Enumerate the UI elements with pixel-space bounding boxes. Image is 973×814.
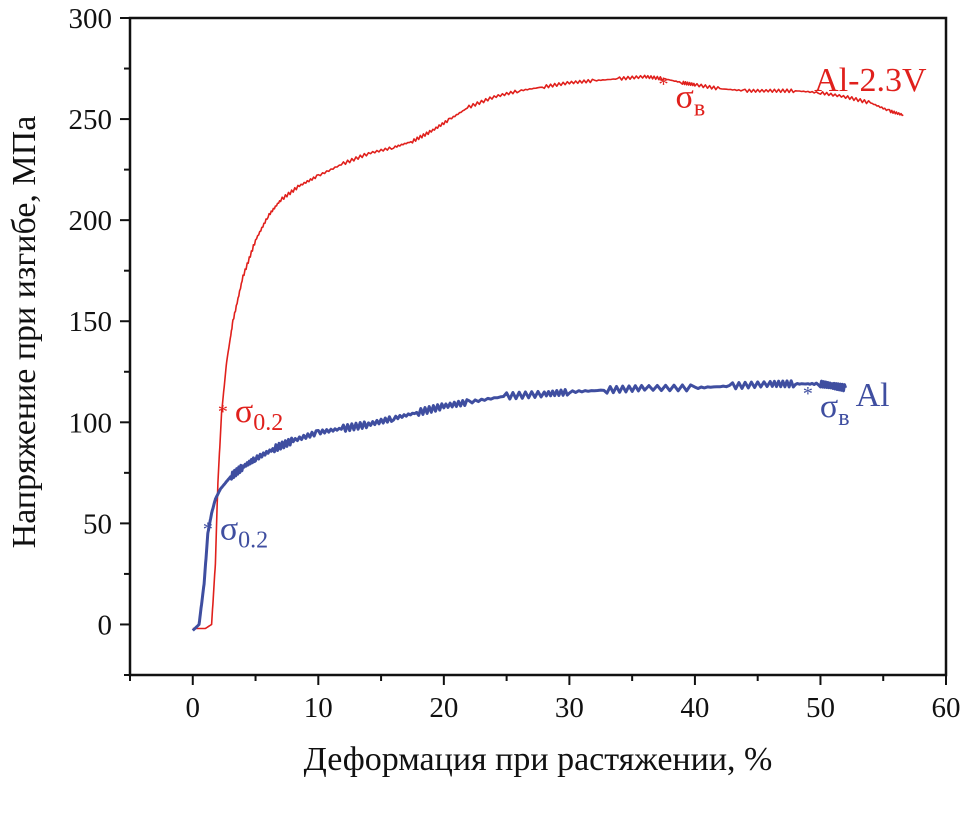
sigma-symbol: σ: [820, 388, 838, 425]
x-axis-title: Деформация при растяжении, %: [304, 741, 773, 778]
series-label: Al: [856, 377, 890, 414]
annotation-sigma-b: σв: [820, 388, 850, 431]
x-tick-label: 20: [429, 692, 458, 724]
point-marker: *: [203, 518, 213, 540]
sigma-symbol: σ: [235, 393, 253, 430]
axes: 0 10 20 30 40 50 60 0 50 100 150 200 250 300: [69, 3, 961, 724]
sigma-subscript: в: [694, 96, 705, 122]
y-tick-label: 200: [69, 205, 113, 237]
plot-frame: [128, 16, 948, 677]
x-tick-label: 50: [806, 692, 835, 724]
annotation-sigma-02: σ0.2: [235, 393, 283, 436]
series-label: Al-2.3V: [814, 62, 927, 99]
annotation-sigma-02: σ0.2: [220, 510, 268, 553]
x-tick-label: 30: [555, 692, 584, 724]
point-marker: *: [218, 401, 228, 423]
y-tick-label: 100: [69, 407, 113, 439]
x-tick-label: 60: [932, 692, 961, 724]
y-tick-label: 300: [69, 3, 113, 35]
point-marker: *: [803, 383, 813, 405]
y-tick-label: 50: [83, 508, 112, 540]
series-group: [191, 74, 904, 632]
point-marker: *: [659, 74, 669, 96]
y-tick-label: 150: [69, 306, 113, 338]
x-tick-label: 0: [186, 692, 201, 724]
sigma-subscript: 0.2: [253, 410, 283, 436]
sigma-symbol: σ: [220, 510, 238, 547]
sigma-subscript: в: [838, 405, 849, 431]
sigma-subscript: 0.2: [238, 527, 268, 553]
y-tick-label: 250: [69, 104, 113, 136]
series-line-al: [191, 379, 848, 632]
sigma-symbol: σ: [676, 79, 694, 116]
x-tick-label: 40: [680, 692, 709, 724]
x-tick-label: 10: [304, 692, 333, 724]
series-line-al-2-3v: [192, 74, 904, 630]
y-axis-title: Напряжение при изгибе, МПа: [6, 116, 43, 549]
annotation-sigma-b: σв: [676, 79, 706, 122]
y-tick-label: 0: [98, 609, 113, 641]
